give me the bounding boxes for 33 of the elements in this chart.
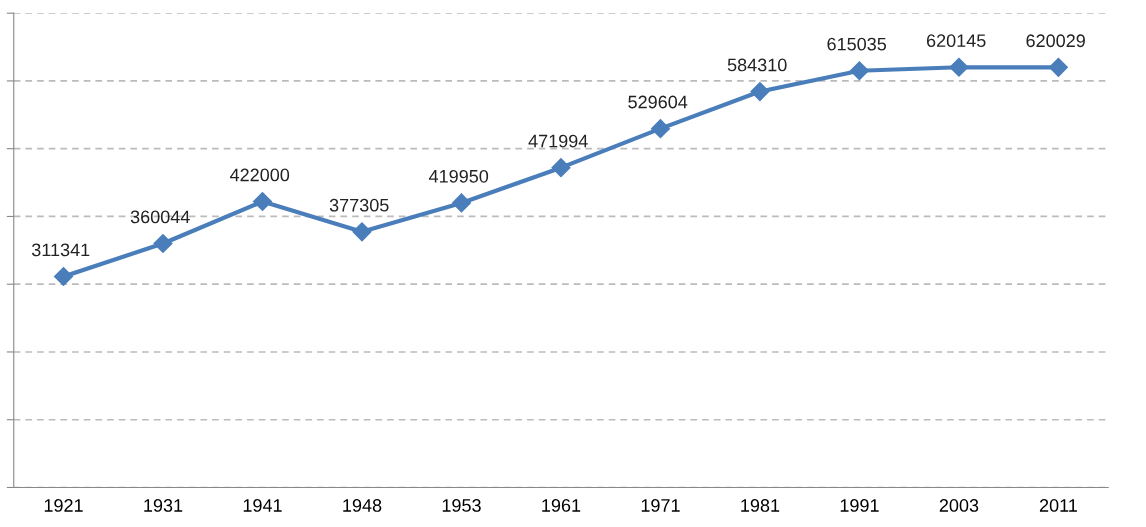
data-label: 422000: [230, 168, 290, 182]
x-tick-label: 1991: [840, 499, 879, 512]
data-label: 311341: [31, 243, 90, 257]
point: [949, 57, 969, 77]
x-tick-label: 1971: [641, 499, 680, 512]
x-tick-label: 2011: [1039, 499, 1077, 512]
x-tick-label: 1921: [44, 499, 83, 512]
point: [451, 193, 472, 213]
data-label: 471994: [528, 134, 588, 148]
data-label: 620145: [926, 34, 986, 48]
x-tick-label: 1948: [343, 499, 382, 512]
x-tick-label: 1981: [741, 499, 780, 512]
point: [352, 222, 372, 242]
data-label: 419950: [428, 169, 489, 183]
point: [252, 192, 273, 212]
point: [849, 61, 869, 81]
point: [650, 119, 670, 139]
x-tick-label: 1961: [542, 499, 581, 512]
data-label: 584310: [727, 58, 787, 72]
point: [1048, 57, 1068, 77]
x-tick-label: 1941: [243, 499, 282, 512]
data-label: 615035: [827, 37, 887, 51]
point: [53, 266, 74, 287]
point: [551, 158, 571, 178]
point: [750, 82, 770, 102]
data-label: 360044: [130, 210, 190, 224]
x-tick-label: 1953: [442, 499, 481, 512]
point: [153, 233, 173, 254]
data-label: 620029: [1026, 34, 1085, 48]
x-tick-label: 2003: [939, 499, 979, 512]
data-label: 529604: [628, 95, 688, 109]
data-label: 377305: [329, 198, 389, 212]
x-tick-label: 1931: [144, 499, 183, 512]
